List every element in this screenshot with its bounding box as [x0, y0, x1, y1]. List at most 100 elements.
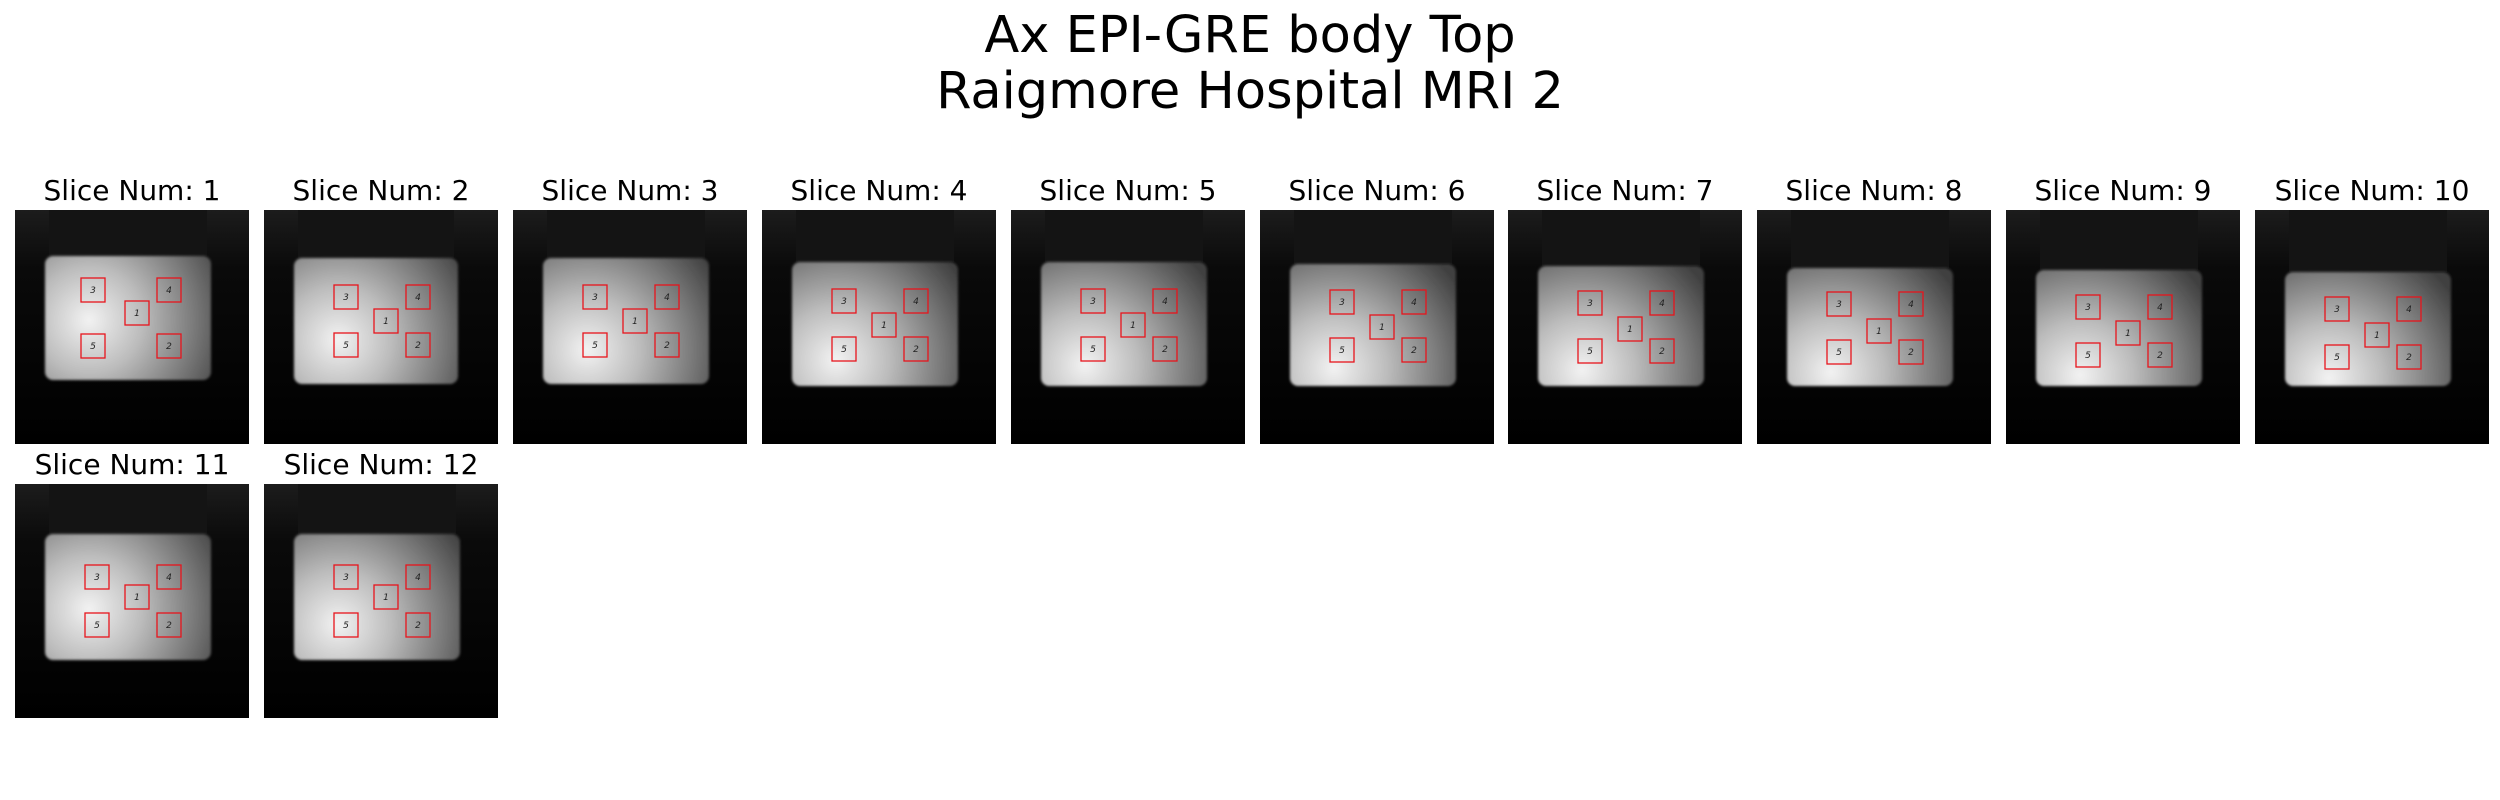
roi-box: 3	[1577, 290, 1603, 316]
roi-label: 5	[2334, 353, 2340, 363]
container-wall	[2289, 210, 2447, 272]
phantom	[1787, 268, 1953, 386]
roi-label: 5	[343, 341, 349, 351]
roi-box: 5	[1577, 338, 1603, 364]
roi-box: 5	[831, 336, 857, 362]
roi-box: 2	[1898, 339, 1924, 365]
roi-box: 1	[1369, 314, 1395, 340]
roi-box: 3	[333, 284, 359, 310]
roi-label: 2	[166, 342, 172, 352]
mri-slice-image: 1 2 5 4 3	[2255, 210, 2489, 444]
roi-box: 1	[2115, 320, 2141, 346]
slice-title: Slice Num: 1	[43, 174, 221, 207]
roi-box: 1	[1866, 318, 1892, 344]
roi-label: 4	[166, 286, 172, 296]
roi-label: 1	[383, 593, 389, 603]
mri-slice-image: 1 2 5 4 3	[2006, 210, 2240, 444]
mri-slice-image: 1 2 5 4 3	[1508, 210, 1742, 444]
roi-label: 4	[415, 293, 421, 303]
mri-slice-image: 1 2 5 4 3	[1011, 210, 1245, 444]
roi-box: 2	[405, 332, 431, 358]
slice-title: Slice Num: 4	[790, 174, 968, 207]
roi-label: 3	[592, 293, 598, 303]
roi-box: 2	[156, 333, 182, 359]
roi-box: 4	[1152, 288, 1178, 314]
roi-label: 4	[1162, 297, 1168, 307]
roi-box: 3	[1329, 289, 1355, 315]
roi-box: 5	[1826, 339, 1852, 365]
roi-label: 3	[1836, 300, 1842, 310]
phantom	[294, 534, 460, 660]
roi-box: 3	[1080, 288, 1106, 314]
mri-slice-image: 1 2 5 4 3	[15, 484, 249, 718]
roi-box: 2	[2147, 342, 2173, 368]
mri-slice-image: 1 2 5 4 3	[264, 210, 498, 444]
roi-label: 3	[2085, 303, 2091, 313]
container-wall	[1542, 210, 1700, 266]
slice-title: Slice Num: 2	[292, 174, 470, 207]
roi-box: 4	[2396, 296, 2422, 322]
roi-label: 1	[1379, 323, 1385, 333]
roi-label: 1	[1876, 327, 1882, 337]
roi-label: 1	[1627, 325, 1633, 335]
slice-title: Slice Num: 9	[2034, 174, 2212, 207]
phantom	[1041, 262, 1207, 386]
roi-label: 2	[1411, 346, 1417, 356]
phantom	[1290, 264, 1456, 386]
mri-slice-image: 1 2 5 4 3	[15, 210, 249, 444]
roi-box: 1	[373, 584, 399, 610]
roi-label: 4	[913, 297, 919, 307]
slice-title: Slice Num: 11	[34, 448, 230, 481]
roi-box: 5	[582, 332, 608, 358]
roi-box: 4	[903, 288, 929, 314]
phantom	[792, 262, 958, 386]
roi-box: 2	[2396, 344, 2422, 370]
roi-box: 5	[1329, 337, 1355, 363]
roi-box: 1	[1617, 316, 1643, 342]
roi-label: 3	[841, 297, 847, 307]
roi-box: 5	[1080, 336, 1106, 362]
mri-slice-image: 1 2 5 4 3	[1757, 210, 1991, 444]
container-wall	[298, 210, 454, 258]
slice-title: Slice Num: 10	[2274, 174, 2470, 207]
roi-box: 3	[831, 288, 857, 314]
roi-box: 3	[582, 284, 608, 310]
roi-label: 3	[1090, 297, 1096, 307]
roi-label: 5	[592, 341, 598, 351]
roi-box: 2	[903, 336, 929, 362]
roi-label: 5	[1090, 345, 1096, 355]
roi-label: 5	[90, 342, 96, 352]
roi-box: 1	[2364, 322, 2390, 348]
roi-box: 4	[2147, 294, 2173, 320]
phantom	[294, 258, 458, 384]
roi-label: 2	[1908, 348, 1914, 358]
roi-box: 1	[1120, 312, 1146, 338]
roi-box: 3	[84, 564, 110, 590]
roi-label: 2	[415, 341, 421, 351]
roi-box: 1	[622, 308, 648, 334]
mri-slice-image: 1 2 5 4 3	[762, 210, 996, 444]
roi-box: 4	[1898, 291, 1924, 317]
container-wall	[1294, 210, 1452, 264]
roi-box: 5	[2075, 342, 2101, 368]
roi-label: 5	[343, 621, 349, 631]
roi-label: 4	[1908, 300, 1914, 310]
roi-label: 3	[94, 573, 100, 583]
slice-title: Slice Num: 7	[1536, 174, 1714, 207]
roi-box: 5	[80, 333, 106, 359]
roi-label: 4	[2157, 303, 2163, 313]
roi-box: 5	[333, 332, 359, 358]
slice-title: Slice Num: 12	[283, 448, 479, 481]
roi-label: 1	[2374, 331, 2380, 341]
roi-label: 3	[343, 573, 349, 583]
roi-label: 5	[841, 345, 847, 355]
figure-title-line-1: Ax EPI-GRE body Top	[984, 6, 1516, 65]
roi-box: 5	[2324, 344, 2350, 370]
roi-label: 2	[913, 345, 919, 355]
roi-label: 5	[1587, 347, 1593, 357]
roi-label: 2	[166, 621, 172, 631]
roi-box: 4	[156, 564, 182, 590]
roi-label: 1	[1130, 321, 1136, 331]
container-wall	[1791, 210, 1949, 268]
roi-box: 3	[1826, 291, 1852, 317]
